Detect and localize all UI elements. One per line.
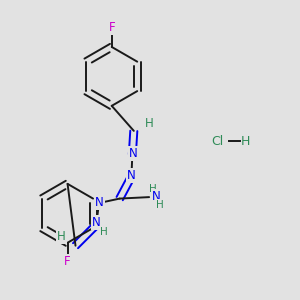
Text: H: H <box>57 230 66 243</box>
Text: F: F <box>64 255 71 268</box>
Text: N: N <box>95 196 104 209</box>
Text: H: H <box>149 184 157 194</box>
Text: H: H <box>241 135 250 148</box>
Text: N: N <box>92 216 101 229</box>
Text: F: F <box>108 21 115 34</box>
Text: N: N <box>128 147 137 160</box>
Text: H: H <box>100 227 107 237</box>
Text: N: N <box>152 190 161 203</box>
Text: H: H <box>156 200 164 210</box>
Text: Cl: Cl <box>212 135 224 148</box>
Text: N: N <box>127 169 136 182</box>
Text: H: H <box>145 117 154 130</box>
